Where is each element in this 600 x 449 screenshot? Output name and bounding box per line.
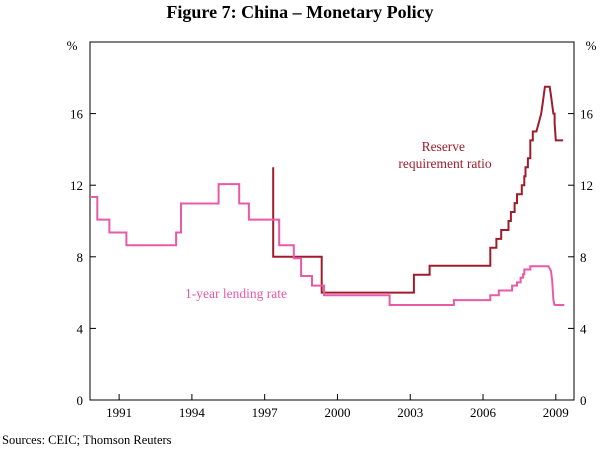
x-tick-label: 2003 <box>397 405 423 420</box>
y-tick-label-left: 12 <box>70 178 83 193</box>
y-axis-right-unit: % <box>586 38 597 53</box>
series-line-reserve-requirement-ratio <box>272 85 564 294</box>
y-tick-label-right: 4 <box>580 321 587 336</box>
plot-frame <box>89 41 575 401</box>
x-tick-label: 2006 <box>470 405 497 420</box>
y-tick-label-right: 12 <box>580 178 593 193</box>
x-tick-label: 2009 <box>543 405 569 420</box>
y-tick-label-right: 16 <box>580 107 594 122</box>
x-tick-label: 1991 <box>106 405 132 420</box>
y-tick-label-left: 4 <box>77 321 84 336</box>
series-line-1-year-lending-rate <box>91 183 565 306</box>
source-note: Sources: CEIC; Thomson Reuters <box>2 433 172 447</box>
x-tick-label: 1994 <box>179 405 206 420</box>
series-label-reserve-requirement-ratio: Reserve requirement ratio <box>398 139 492 171</box>
chart-title: Figure 7: China – Monetary Policy <box>166 2 433 22</box>
series-layer <box>91 85 565 306</box>
y-tick-label-right: 8 <box>580 250 587 265</box>
y-tick-label-right: 0 <box>580 393 587 408</box>
series-label-lending-rate: 1-year lending rate <box>185 286 287 301</box>
y-tick-label-left: 16 <box>70 107 84 122</box>
x-tick-label: 1997 <box>252 405 279 420</box>
y-axis-left-unit: % <box>67 38 78 53</box>
x-tick-label: 2000 <box>324 405 350 420</box>
y-tick-label-left: 8 <box>77 250 84 265</box>
y-axis-left: 0 4 8 12 16 <box>70 107 96 408</box>
series-label-line-2: requirement ratio <box>398 156 492 171</box>
y-tick-label-left: 0 <box>77 393 84 408</box>
y-axis-right: 0 4 8 12 16 <box>568 107 594 408</box>
series-label-line-1: Reserve <box>422 139 465 154</box>
x-axis: 1991 1994 1997 2000 2003 2006 2009 <box>106 394 569 420</box>
